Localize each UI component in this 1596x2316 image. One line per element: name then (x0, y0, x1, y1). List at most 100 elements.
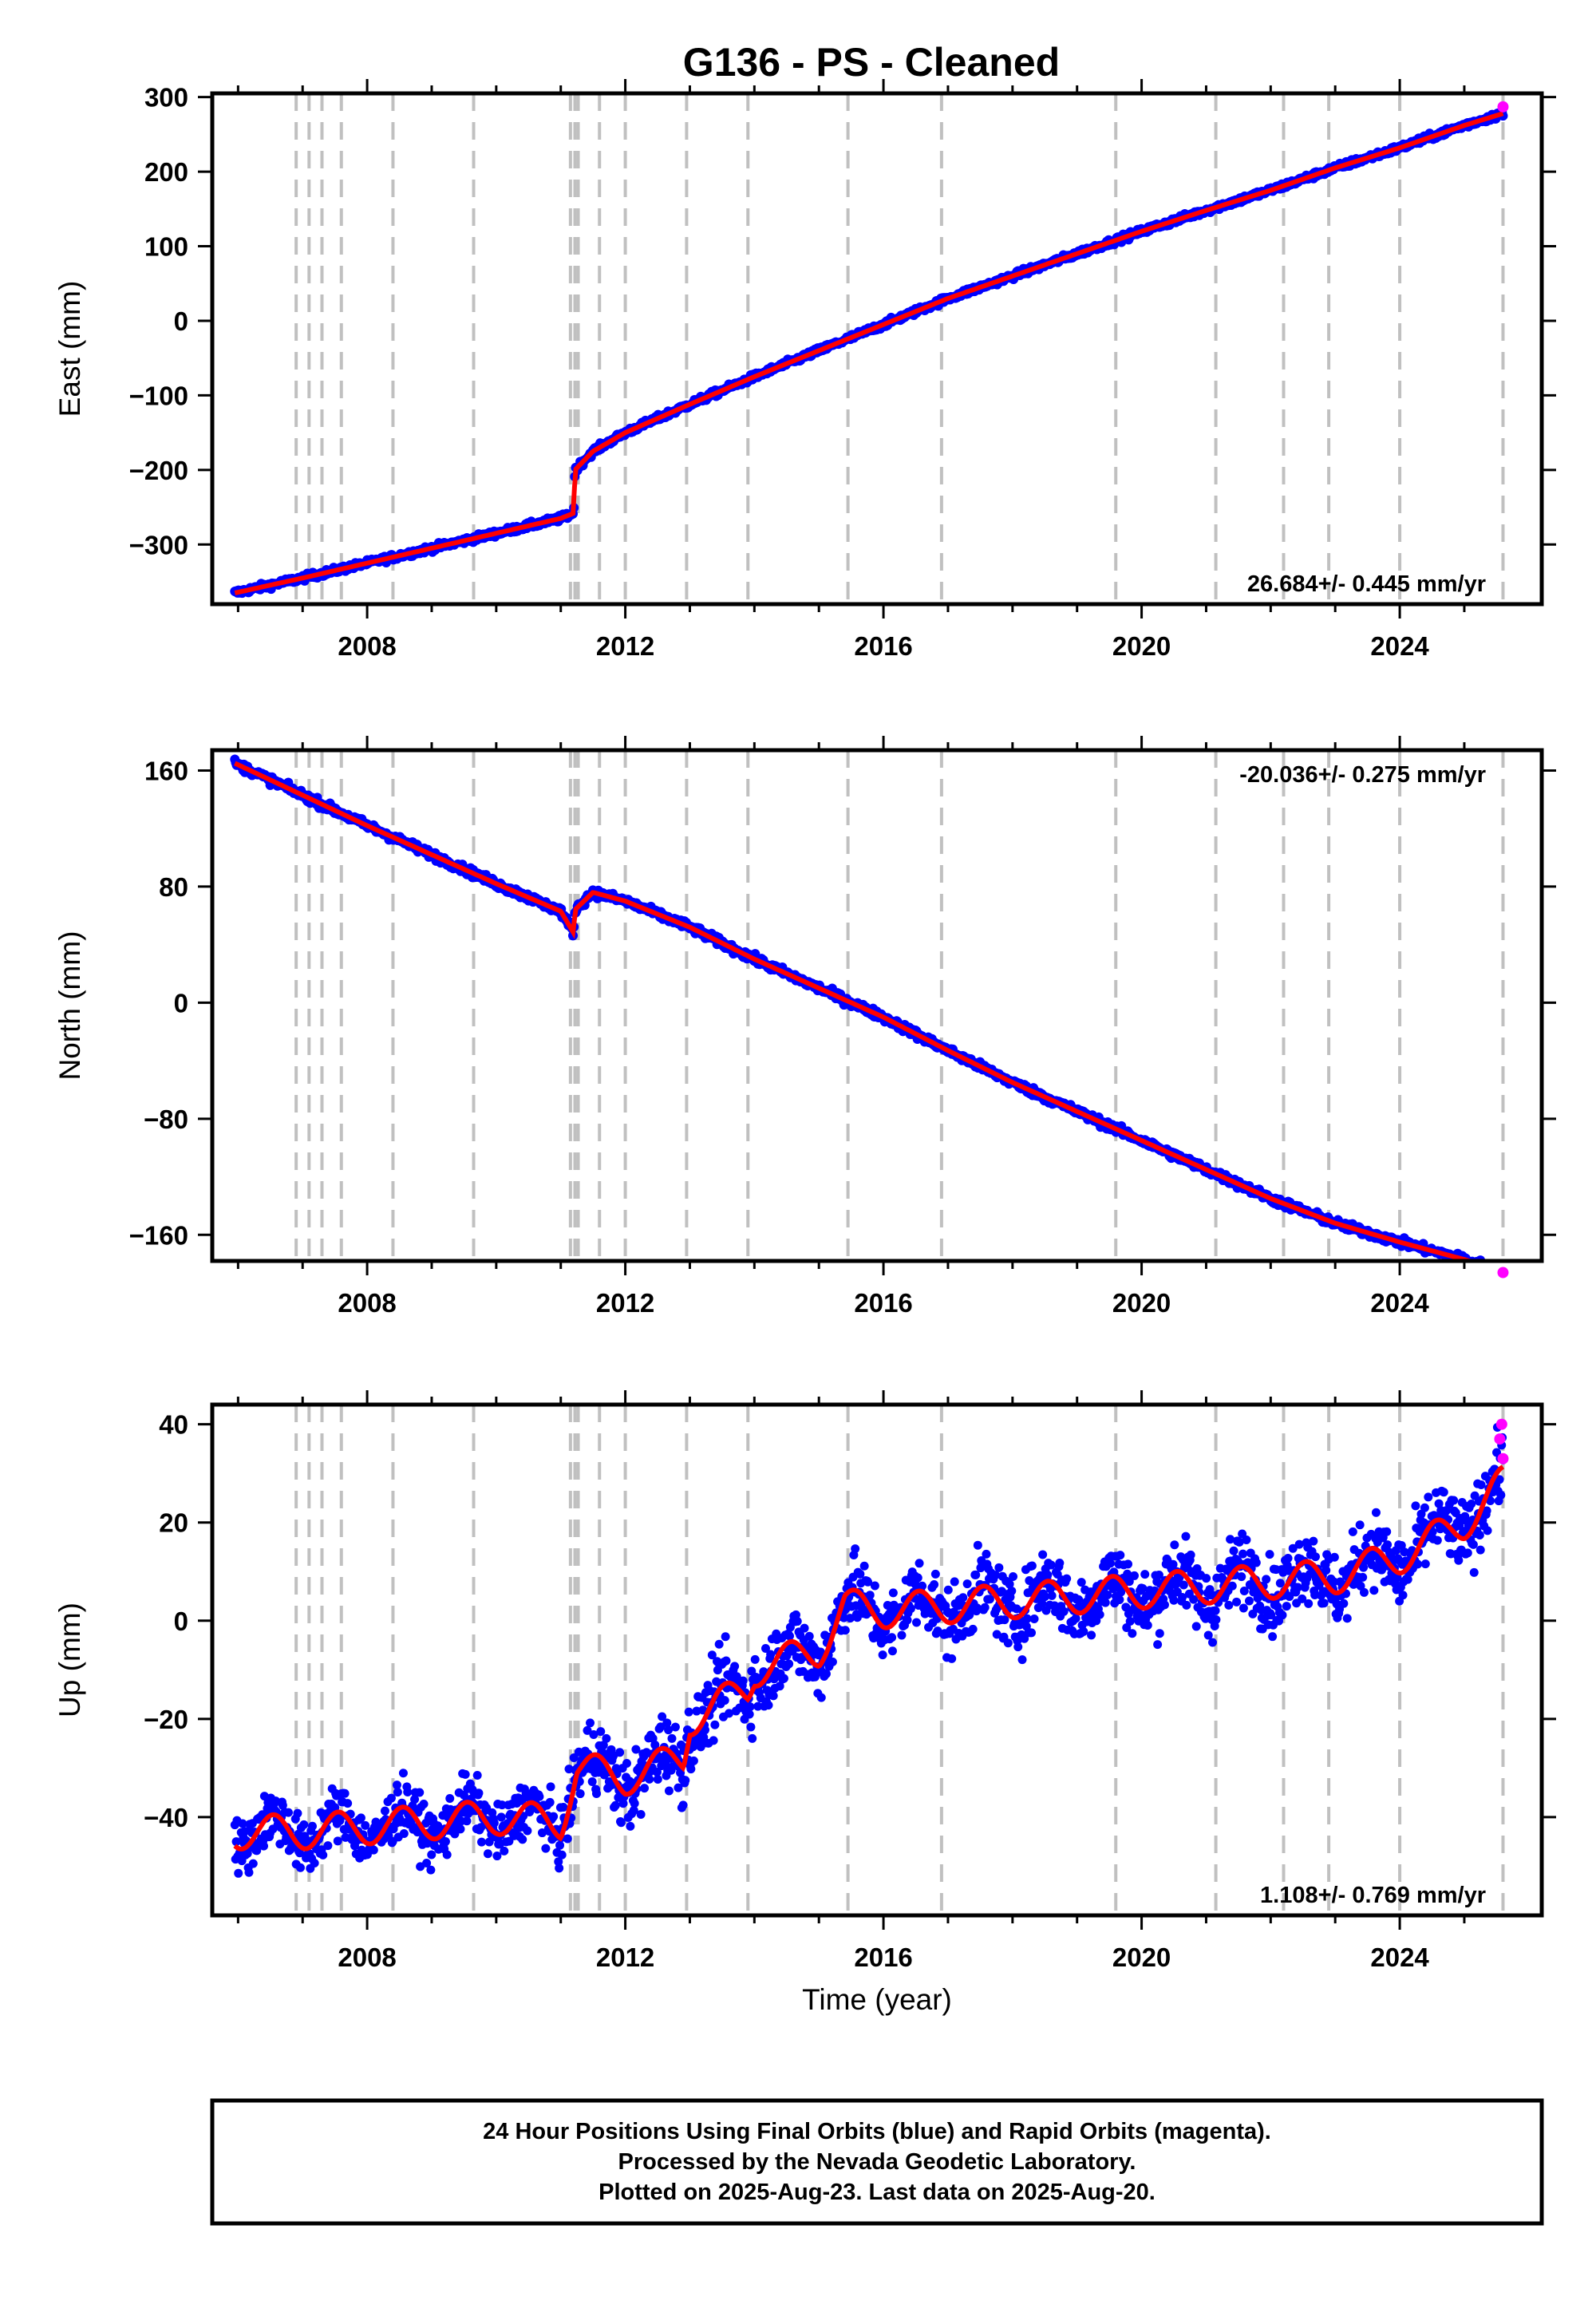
data-point (1359, 1563, 1369, 1572)
data-point (630, 1799, 639, 1808)
data-point (1232, 1597, 1242, 1607)
data-point (310, 1858, 319, 1867)
data-point (721, 1632, 730, 1642)
data-point (1266, 1611, 1276, 1620)
data-point (1489, 1265, 1499, 1275)
data-point (549, 1812, 559, 1821)
data-point (1268, 1632, 1278, 1642)
data-point (497, 1800, 507, 1810)
data-point (662, 1718, 672, 1728)
data-point (1251, 1558, 1261, 1567)
data-point (248, 1859, 258, 1868)
data-point (918, 1581, 927, 1591)
data-point (636, 1810, 646, 1820)
data-point (1020, 1634, 1029, 1643)
data-point (1329, 1552, 1339, 1562)
data-point (653, 1775, 662, 1784)
data-point (746, 1722, 756, 1732)
data-point (1278, 1611, 1287, 1620)
data-point (398, 1769, 408, 1778)
data-point (1235, 1537, 1244, 1547)
data-point (664, 1786, 674, 1796)
rapid-point (1494, 1433, 1506, 1445)
data-point (1309, 1536, 1318, 1546)
data-point (863, 1577, 873, 1587)
data-point (427, 1850, 437, 1860)
plot-frame (210, 91, 1544, 607)
data-point (865, 1591, 875, 1600)
data-point (1155, 1629, 1164, 1638)
data-point (1003, 1638, 1013, 1648)
x-tick-label: 2020 (1112, 1943, 1171, 1972)
data-point (1129, 1571, 1139, 1580)
data-point (658, 1712, 667, 1721)
data-point (709, 1736, 718, 1745)
data-point (1059, 1607, 1069, 1616)
data-point (442, 1850, 452, 1860)
x-tick-label: 2008 (338, 1288, 396, 1318)
data-point (403, 1788, 413, 1797)
data-point (1311, 1552, 1321, 1562)
data-point (750, 1654, 760, 1664)
data-point (518, 1835, 527, 1844)
data-point (1304, 1599, 1314, 1608)
data-point (1116, 1551, 1125, 1560)
data-point (1496, 1490, 1506, 1500)
data-point (710, 1720, 720, 1729)
data-point (456, 1824, 465, 1834)
data-point (419, 1799, 429, 1808)
data-point (610, 1800, 620, 1810)
data-point (1203, 1630, 1213, 1640)
data-point (1262, 1575, 1271, 1584)
data-point (1424, 1492, 1433, 1502)
data-point (674, 1783, 683, 1792)
data-point (629, 1805, 638, 1815)
data-point (1047, 1591, 1057, 1600)
data-point (714, 1639, 724, 1649)
rate-label: 26.684+/- 0.445 mm/yr (1247, 571, 1486, 597)
data-point (616, 1818, 626, 1828)
data-point (343, 1799, 353, 1808)
y-tick-label: −100 (129, 381, 188, 410)
data-point (1420, 1503, 1429, 1512)
data-point (537, 1828, 547, 1838)
data-point (1321, 1566, 1331, 1575)
data-point (340, 1788, 350, 1798)
data-point (631, 1745, 641, 1754)
data-point (1105, 1559, 1115, 1568)
data-point (775, 1682, 784, 1691)
data-point (994, 1563, 1004, 1572)
x-tick-label: 2008 (338, 1943, 396, 1972)
y-tick-label: 200 (144, 157, 188, 187)
data-point (586, 1718, 595, 1728)
data-point (1483, 1262, 1492, 1271)
data-point (1283, 1554, 1293, 1563)
data-point (1348, 1527, 1357, 1536)
data-point (484, 1837, 494, 1847)
data-point (1339, 1599, 1349, 1608)
rapid-point (1497, 1452, 1509, 1464)
data-point (299, 1820, 309, 1829)
data-point (460, 1769, 470, 1779)
data-point (1009, 1572, 1018, 1582)
data-point (852, 1613, 862, 1622)
rapid-orbit-points (1497, 101, 1509, 113)
data-point (356, 1813, 365, 1823)
y-axis-label: East (mm) (53, 281, 86, 417)
data-point (1170, 1540, 1179, 1550)
data-point (500, 1846, 509, 1856)
data-point (992, 1630, 1001, 1639)
data-point (1476, 1545, 1485, 1555)
data-point (1371, 1508, 1381, 1517)
data-point (386, 1793, 396, 1803)
data-point (1125, 1617, 1135, 1626)
data-point (1480, 1264, 1490, 1274)
data-point (930, 1569, 940, 1579)
model-line (234, 111, 1504, 595)
data-point (681, 1776, 690, 1785)
data-point (426, 1865, 436, 1875)
data-point (1329, 1577, 1338, 1587)
